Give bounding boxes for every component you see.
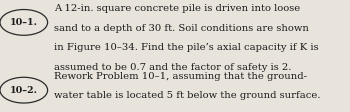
Text: A 12-in. square concrete pile is driven into loose: A 12-in. square concrete pile is driven … [54,4,301,13]
Text: 10–1.: 10–1. [10,18,38,27]
Text: in Figure 10–34. Find the pile’s axial capacity if K is: in Figure 10–34. Find the pile’s axial c… [54,43,319,52]
Text: sand to a depth of 30 ft. Soil conditions are shown: sand to a depth of 30 ft. Soil condition… [54,24,309,32]
Text: Rework Problem 10–1, assuming that the ground-: Rework Problem 10–1, assuming that the g… [54,72,307,81]
Text: water table is located 5 ft below the ground surface.: water table is located 5 ft below the gr… [54,91,321,100]
Text: 10–2.: 10–2. [10,86,38,95]
Text: assumed to be 0.7 and the factor of safety is 2.: assumed to be 0.7 and the factor of safe… [54,63,292,72]
